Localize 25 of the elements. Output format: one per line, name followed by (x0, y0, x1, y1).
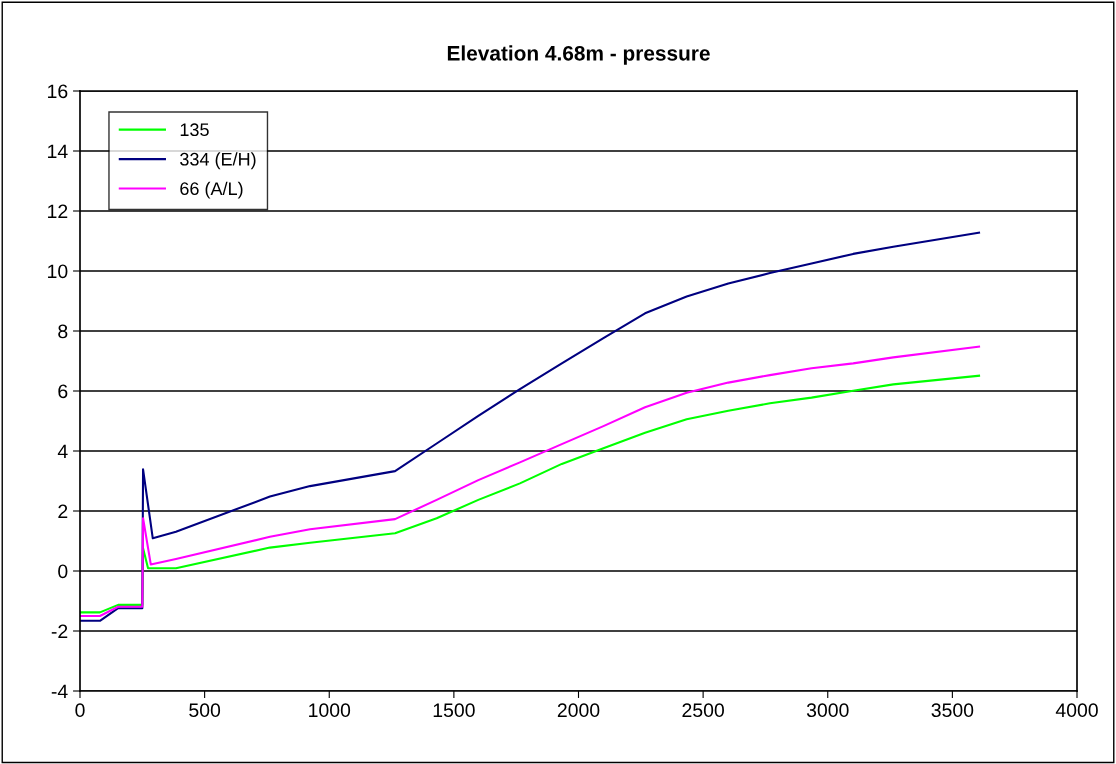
legend-label: 135 (180, 123, 209, 137)
x-tick-label: 3500 (931, 703, 974, 718)
y-tick-label: -2 (51, 624, 68, 639)
x-tick-label: 4000 (1055, 703, 1098, 718)
legend-label: 334 (E/H) (180, 152, 256, 170)
legend-label: 66 (A/L) (180, 181, 243, 199)
line-series (80, 231, 981, 622)
y-tick-label: 14 (48, 144, 68, 159)
y-tick-label: 2 (58, 504, 68, 519)
y-tick-label: 4 (57, 444, 68, 459)
x-tick-label: 1500 (433, 703, 475, 718)
y-tick-label: 0 (58, 564, 68, 579)
y-tick-label: 6 (58, 384, 68, 399)
y-tick-label: 12 (48, 204, 68, 219)
x-tick-label: 1000 (309, 703, 351, 718)
x-tick-label: 0 (75, 703, 85, 718)
x-tick-label: 2500 (682, 703, 724, 718)
y-tick-label: -4 (51, 684, 68, 699)
chart-title: Elevation 4.68m - pressure (447, 45, 710, 65)
y-tick-label: 16 (48, 84, 68, 99)
y-tick-label: 8 (58, 324, 68, 339)
x-tick-label: 3000 (806, 703, 849, 718)
x-tick-label: 2000 (557, 703, 600, 718)
y-tick-label: 10 (48, 264, 68, 279)
x-tick-label: 500 (189, 703, 221, 718)
